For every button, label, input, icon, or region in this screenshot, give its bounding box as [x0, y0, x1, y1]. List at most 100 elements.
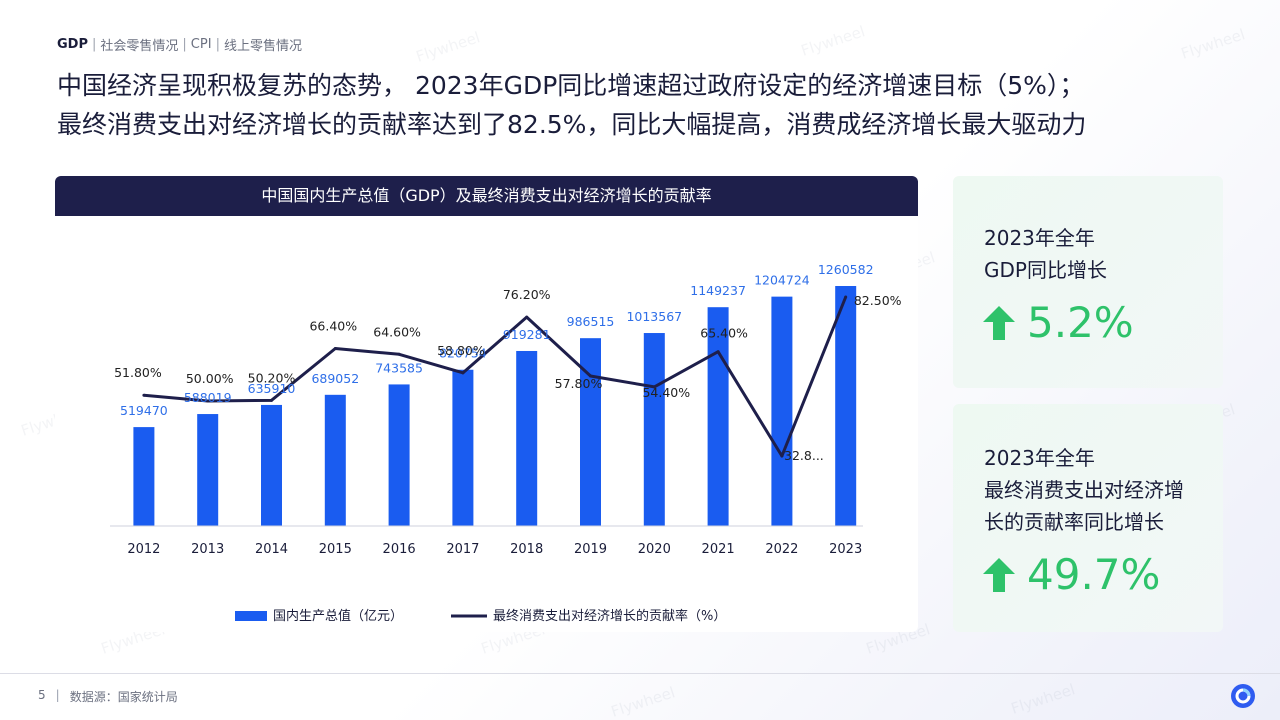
stat-value-row: 49.7% [981, 550, 1160, 599]
watermark-text: Flywheel [608, 683, 678, 720]
stat-label: 2023年全年 GDP同比增长 [984, 222, 1107, 286]
stat-value: 5.2% [1027, 298, 1134, 347]
gdp-bar [324, 394, 346, 526]
gdp-bar [452, 369, 474, 526]
gdp-chart: 519470 588019 635910 689052 743585 820754 9192… [110, 262, 902, 624]
x-tick-label: 2017 [446, 542, 479, 557]
contribution-line [143, 296, 848, 458]
up-arrow-icon [983, 557, 1015, 592]
x-tick-label: 2021 [702, 542, 735, 557]
flywheel-logo-icon [1231, 684, 1255, 708]
line-data-label: 32.8... [784, 448, 824, 463]
x-tick-label: 2020 [638, 542, 671, 557]
contribution-point [333, 347, 337, 351]
contribution-point [652, 385, 656, 389]
legend-label-gdp: 国内生产总值（亿元） [273, 608, 403, 624]
stat-label-line: 2023年全年 [984, 446, 1095, 470]
contribution-point [844, 295, 848, 299]
bar-data-label: 519470 [120, 403, 168, 418]
gdp-bar [388, 384, 410, 526]
stat-value: 49.7% [1027, 550, 1161, 599]
watermark-text: Flywheel [1008, 680, 1078, 718]
stat-label-line: 最终消费支出对经济增 [984, 478, 1184, 502]
breadcrumb-separator: | [182, 37, 187, 52]
chart-title: 中国国内生产总值（GDP）及最终消费支出对经济增长的贡献率 [55, 176, 918, 216]
line-data-label: 50.20% [248, 370, 296, 385]
contribution-point [716, 350, 720, 354]
stat-label-line: 长的贡献率同比增长 [984, 510, 1164, 534]
legend-swatch-bar [235, 611, 267, 621]
line-data-label: 54.40% [642, 385, 690, 400]
line-data-label: 66.40% [309, 319, 357, 334]
contribution-point [461, 371, 465, 375]
stat-card-gdp-growth: 2023年全年 GDP同比增长 5.2% [953, 176, 1223, 388]
page-title-line-1: 中国经济呈现积极复苏的态势， 2023年GDP同比增速超过政府设定的经济增速目标… [57, 71, 1085, 100]
page-title-line-2: 最终消费支出对经济增长的贡献率达到了82.5%，同比大幅提高，消费成经济增长最大… [57, 110, 1087, 139]
bar-data-label: 635910 [248, 381, 296, 396]
bar-data-label: 588019 [184, 390, 232, 405]
bar-data-label: 743585 [375, 360, 423, 375]
x-tick-label: 2018 [510, 542, 543, 557]
breadcrumb-item-gdp[interactable]: GDP [57, 37, 88, 52]
gdp-bar [133, 427, 155, 526]
x-tick-label: 2023 [829, 542, 862, 557]
line-data-label: 76.20% [503, 287, 551, 302]
data-source: 数据源：国家统计局 [69, 690, 178, 704]
x-tick-label: 2016 [383, 542, 416, 557]
breadcrumb: GDP | 社会零售情况 | CPI | 线上零售情况 [57, 35, 302, 54]
gdp-bar [771, 296, 793, 526]
up-arrow-icon [983, 305, 1015, 340]
gdp-bar [643, 333, 665, 526]
footer-separator: | [55, 688, 60, 702]
watermark-text: Flywheel [798, 22, 868, 60]
stat-label: 2023年全年 最终消费支出对经济增 长的贡献率同比增长 [984, 442, 1184, 538]
bar-data-label: 1149237 [690, 283, 746, 298]
stat-label-line: 2023年全年 [984, 226, 1095, 250]
x-tick-label: 2013 [191, 542, 224, 557]
stat-card-consumption-contribution: 2023年全年 最终消费支出对经济增 长的贡献率同比增长 49.7% [953, 404, 1223, 632]
bar-data-label: 1204724 [754, 273, 810, 288]
line-data-label: 57.80% [555, 376, 603, 391]
line-data-label: 82.50% [854, 293, 902, 308]
line-data-label: 65.40% [700, 326, 748, 341]
legend-label-contribution: 最终消费支出对经济增长的贡献率（%） [493, 608, 726, 624]
breadcrumb-item-online-retail[interactable]: 线上零售情况 [223, 39, 302, 54]
line-data-label: 50.00% [186, 371, 234, 386]
gdp-bar [261, 404, 282, 526]
gdp-chart-card: 中国国内生产总值（GDP）及最终消费支出对经济增长的贡献率 519470 5880… [55, 176, 918, 632]
contribution-point [270, 398, 273, 402]
gdp-bar [197, 414, 219, 526]
contribution-point [589, 374, 592, 378]
x-tick-label: 2015 [319, 542, 352, 557]
line-data-label: 58.80% [437, 343, 485, 358]
bar-data-label: 1260582 [818, 262, 874, 277]
stat-value-row: 5.2% [981, 298, 1134, 347]
footer: 5 | 数据源：国家统计局 [38, 688, 178, 705]
gdp-bar [580, 338, 601, 526]
bar-data-label: 919281 [503, 327, 551, 342]
gdp-bar [835, 286, 857, 526]
x-tick-label: 2019 [574, 542, 607, 557]
bar-data-label: 820754 [439, 346, 487, 361]
page-title: 中国经济呈现积极复苏的态势， 2023年GDP同比增速超过政府设定的经济增速目标… [57, 66, 1237, 144]
contribution-point [397, 352, 401, 356]
breadcrumb-item-retail[interactable]: 社会零售情况 [100, 39, 179, 54]
breadcrumb-separator: | [92, 37, 97, 52]
bar-data-label: 986515 [567, 314, 615, 329]
bar-data-label: 1013567 [626, 309, 682, 324]
contribution-point [142, 393, 146, 397]
watermark-text: Flywheel [413, 28, 483, 66]
breadcrumb-separator: | [215, 37, 220, 52]
x-tick-label: 2012 [127, 542, 160, 557]
line-data-label: 51.80% [114, 365, 162, 380]
x-tick-label: 2022 [765, 542, 798, 557]
gdp-bar [516, 350, 538, 526]
contribution-point [780, 454, 784, 458]
contribution-point [206, 399, 210, 403]
stat-label-line: GDP同比增长 [984, 258, 1107, 282]
line-data-label: 64.60% [373, 324, 421, 339]
breadcrumb-item-cpi[interactable]: CPI [190, 37, 212, 52]
x-tick-label: 2014 [255, 542, 288, 557]
contribution-point [525, 315, 529, 319]
watermark-text: Flywheel [1178, 25, 1248, 63]
